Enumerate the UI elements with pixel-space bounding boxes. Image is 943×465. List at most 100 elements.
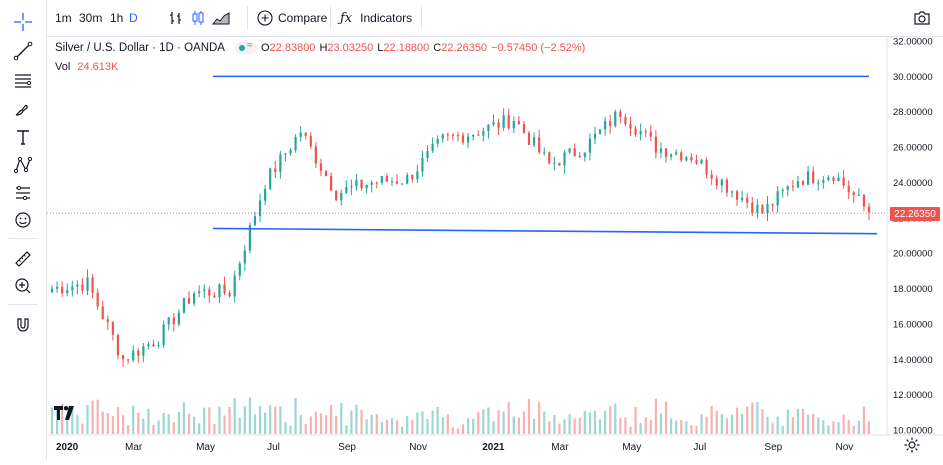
- ruler-icon[interactable]: [9, 245, 37, 273]
- volume-bar: [187, 413, 191, 434]
- volume-bar: [629, 426, 632, 434]
- candle-body: [71, 286, 74, 291]
- fib-icon[interactable]: [9, 66, 37, 94]
- volume-bar: [162, 412, 165, 434]
- volume-bar: [761, 409, 764, 434]
- candle-body: [309, 135, 312, 147]
- candle-body: [411, 175, 414, 180]
- candles-icon[interactable]: [190, 0, 206, 36]
- candle-body: [289, 150, 292, 154]
- volume-bar: [401, 426, 404, 434]
- candle-body: [345, 187, 348, 193]
- tradingview-logo-icon[interactable]: [54, 406, 76, 425]
- volume-bar: [720, 413, 723, 434]
- forecast-icon[interactable]: [9, 179, 37, 207]
- crosshair-icon[interactable]: [9, 8, 37, 36]
- settings-icon[interactable]: [903, 436, 923, 456]
- candle-body: [690, 156, 693, 161]
- candle-body: [142, 346, 145, 356]
- candle-body: [324, 170, 328, 177]
- close-label: C: [433, 42, 442, 54]
- volume-bar: [527, 398, 531, 434]
- area-chart-icon[interactable]: [212, 0, 230, 36]
- interval-d[interactable]: D: [129, 11, 138, 25]
- price-tick-label: 12.00000: [893, 390, 933, 401]
- volume-bar: [360, 409, 363, 434]
- candle-body: [86, 277, 89, 291]
- candle-body: [66, 290, 69, 294]
- volume-bar: [101, 411, 104, 434]
- candle-body: [350, 186, 353, 188]
- support-trendline[interactable]: [212, 227, 878, 235]
- pattern-icon[interactable]: [9, 151, 37, 179]
- volume-bar: [370, 414, 373, 434]
- candle-body: [867, 206, 871, 213]
- candle-body: [680, 152, 683, 161]
- symbol-title[interactable]: Silver / U.S. Dollar · 1D · OANDA: [55, 42, 225, 54]
- candle-body: [781, 189, 784, 192]
- volume-bar: [695, 425, 698, 434]
- candle-body: [715, 178, 718, 186]
- volume-bar: [604, 410, 607, 434]
- volume-bar: [172, 422, 175, 434]
- chart-pane[interactable]: 32.00000 30.00000 28.00000 26.00000 24.00000…: [47, 37, 943, 460]
- candle-body: [619, 111, 622, 117]
- camera-icon[interactable]: [913, 0, 931, 36]
- candle-body: [629, 124, 632, 129]
- compare-button[interactable]: Compare: [257, 0, 327, 36]
- candle-body: [314, 146, 317, 164]
- candle-body: [522, 124, 526, 133]
- volume-bar: [269, 405, 272, 434]
- bar-chart-icon[interactable]: [168, 0, 184, 36]
- volume-bar: [735, 407, 739, 434]
- candle-body: [837, 177, 840, 182]
- candle-body: [675, 152, 678, 155]
- open-label: O: [260, 42, 270, 54]
- interval-1m[interactable]: 1m: [55, 11, 72, 25]
- trend-line-icon[interactable]: [9, 37, 37, 65]
- time-tick-label: Mar: [125, 442, 143, 453]
- volume-bar: [664, 401, 668, 434]
- volume-bar: [822, 420, 825, 434]
- candle-body: [735, 191, 739, 200]
- emoji-icon[interactable]: [9, 206, 37, 234]
- candle-body: [527, 132, 531, 146]
- candle-body: [76, 284, 79, 287]
- volume-bar: [421, 411, 424, 434]
- price-chart[interactable]: 32.00000 30.00000 28.00000 26.00000 24.00000…: [47, 37, 943, 460]
- volume-bar: [867, 421, 871, 434]
- volume-bar: [487, 407, 490, 434]
- candle-body: [172, 317, 175, 325]
- candle-body: [198, 291, 201, 294]
- volume-bar: [91, 400, 94, 434]
- text-icon[interactable]: [9, 123, 37, 151]
- interval-1h[interactable]: 1h: [110, 11, 124, 25]
- volume-bar: [395, 420, 399, 434]
- volume-bar: [614, 403, 617, 434]
- interval-30m[interactable]: 30m: [79, 11, 103, 25]
- candle-body: [801, 181, 805, 185]
- magnet-icon[interactable]: [9, 311, 37, 339]
- candle-body: [472, 134, 475, 137]
- price-tick-label: 32.00000: [893, 37, 933, 48]
- price-tick-label: 28.00000: [893, 107, 933, 118]
- candle-body: [487, 124, 490, 132]
- volume-bar: [776, 416, 779, 434]
- candle-body: [609, 121, 612, 127]
- candle-body: [578, 155, 581, 158]
- volume-bar: [852, 425, 855, 434]
- volume-bar: [639, 422, 642, 434]
- volume-bar: [345, 425, 348, 434]
- price-tick-label: 10.00000: [893, 426, 933, 437]
- indicators-button[interactable]: ƒx Indicators: [340, 0, 412, 36]
- volume-bar: [335, 415, 338, 434]
- volume-bar: [233, 398, 236, 434]
- candle-body: [847, 185, 850, 193]
- candle-body: [431, 143, 434, 151]
- volume-bar: [264, 412, 267, 434]
- candle-body: [243, 250, 246, 264]
- candle-body: [761, 204, 764, 214]
- brush-icon[interactable]: [9, 95, 37, 123]
- zoom-in-icon[interactable]: [9, 272, 37, 300]
- candle-body: [776, 191, 779, 206]
